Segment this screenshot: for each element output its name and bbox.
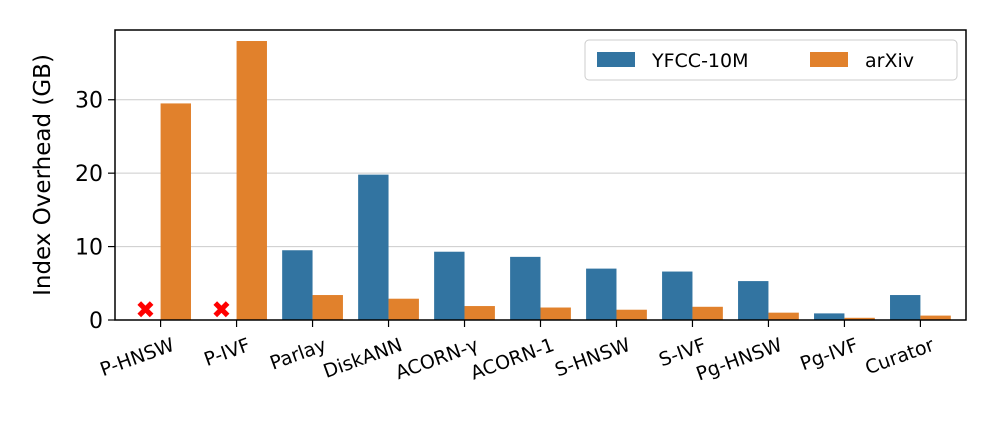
bar-yfcc-10m-diskann: [358, 174, 389, 320]
y-tick-label: 30: [75, 89, 103, 114]
missing-marker-p-hnsw: ✖: [135, 296, 155, 324]
bar-yfcc-10m-pg-hnsw: [738, 281, 769, 320]
bar-yfcc-10m-pg-ivf: [814, 313, 845, 320]
bars: [160, 41, 951, 320]
x-tick-label-p-ivf: P-IVF: [201, 334, 253, 371]
bar-yfcc-10m-curator: [890, 295, 921, 320]
x-tick-label-acorn: ACORN-γ: [393, 334, 482, 384]
missing-marker-p-ivf: ✖: [211, 296, 231, 324]
y-axis-label: Index Overhead (GB): [30, 54, 56, 296]
x-tick-label-acorn-1: ACORN-1: [468, 334, 558, 385]
bar-yfcc-10m-parlay: [282, 250, 313, 320]
legend: YFCC-10M arXiv: [584, 39, 958, 81]
x-tick-label-s-hnsw: S-HNSW: [552, 334, 633, 382]
bar-yfcc-10m-s-hnsw: [586, 268, 617, 320]
x-tick-label-pg-ivf: Pg-IVF: [797, 334, 861, 375]
x-tick-label-pg-hnsw: Pg-HNSW: [693, 334, 785, 385]
bar-arxiv-acorn-1: [540, 307, 571, 320]
legend-label-arxiv: arXiv: [865, 50, 914, 72]
x-axis-ticks: P-HNSW P-IVF ParlayDiskANNACORN-γACORN-1S-…: [97, 320, 937, 385]
x-tick-label-p-hnsw: P-HNSW: [97, 334, 177, 381]
x-tick-label-parlay: Parlay: [267, 334, 329, 375]
legend-label-yfcc-10m: YFCC-10M: [651, 50, 749, 72]
bar-arxiv-p-ivf: [236, 41, 267, 320]
legend-frame: [584, 39, 958, 81]
bar-yfcc-10m-acorn-1: [510, 256, 541, 320]
bar-arxiv-pg-ivf: [844, 317, 875, 320]
y-tick-label: 10: [75, 236, 103, 261]
legend-swatch-yfcc-10m: [597, 52, 635, 67]
bar-arxiv-s-ivf: [692, 306, 723, 320]
legend-swatch-arxiv: [810, 52, 848, 67]
y-tick-label: 0: [89, 309, 103, 334]
bar-yfcc-10m-acorn: [434, 251, 465, 320]
bar-arxiv-curator: [920, 315, 951, 320]
y-tick-label: 20: [75, 162, 103, 187]
bar-arxiv-parlay: [312, 295, 343, 320]
x-tick-label-curator: Curator: [862, 334, 937, 379]
bar-arxiv-pg-hnsw: [768, 312, 799, 320]
y-axis-ticks: 0 10 20 30: [75, 89, 115, 334]
bar-arxiv-s-hnsw: [616, 309, 647, 320]
bar-arxiv-p-hnsw: [160, 103, 191, 320]
bar-yfcc-10m-s-ivf: [662, 271, 693, 320]
bar-arxiv-acorn: [464, 306, 495, 320]
x-tick-label-diskann: DiskANN: [320, 334, 405, 383]
missing-markers: ✖ ✖: [135, 296, 231, 324]
bar-arxiv-diskann: [388, 298, 419, 320]
